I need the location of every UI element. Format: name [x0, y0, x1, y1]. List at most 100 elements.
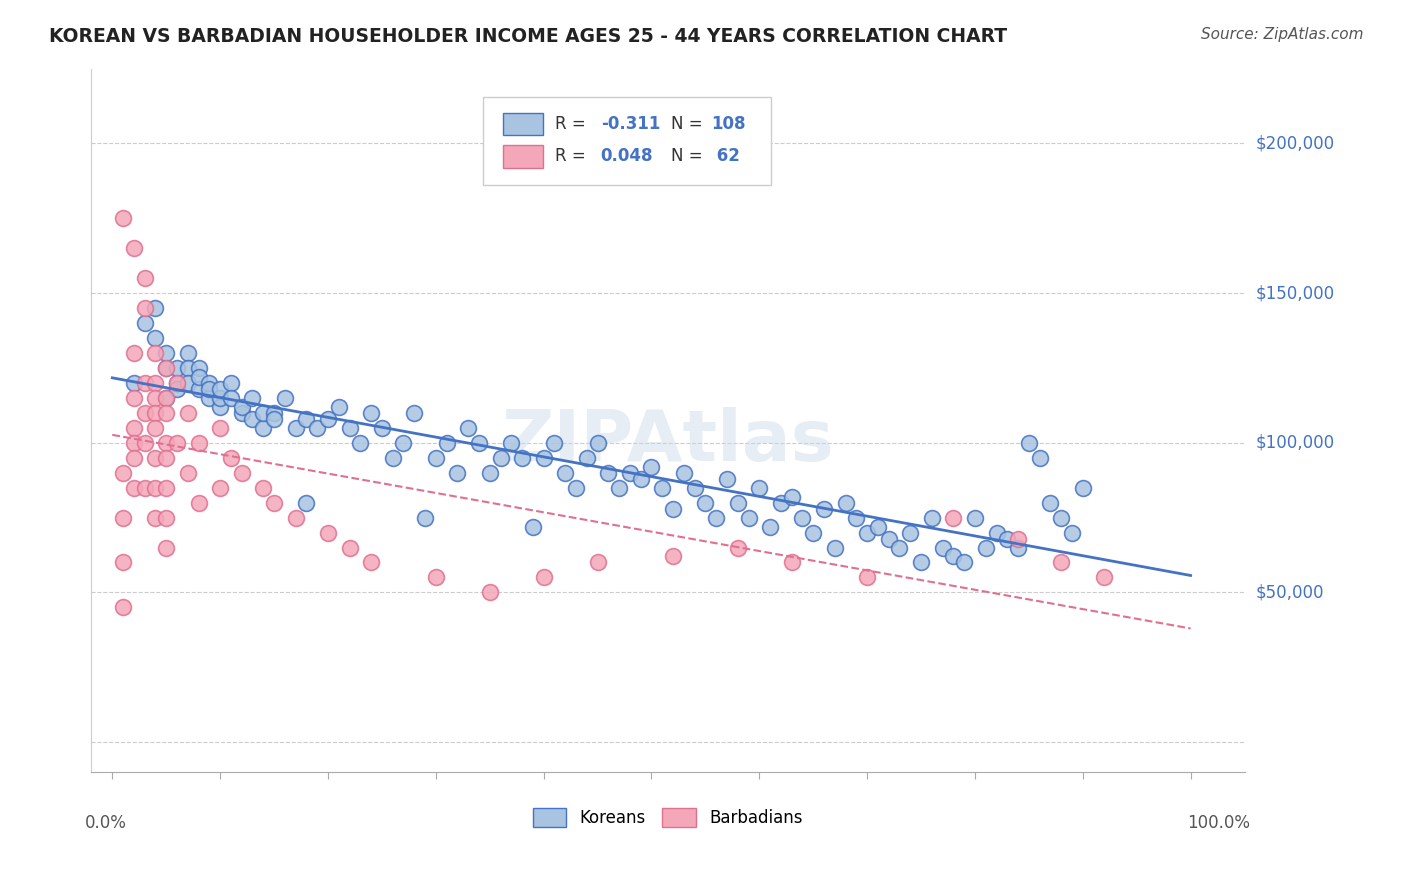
Point: [748, 481, 770, 495]
Point: [166, 435, 188, 450]
Point: [145, 421, 167, 435]
Point: [112, 600, 135, 615]
Point: [425, 570, 447, 584]
Point: [339, 421, 361, 435]
Text: $100,000: $100,000: [1256, 434, 1334, 451]
Point: [134, 406, 156, 420]
Point: [792, 510, 814, 524]
Point: [695, 495, 717, 509]
Point: [145, 510, 167, 524]
Point: [274, 391, 297, 405]
Point: [112, 211, 135, 226]
Text: ZIPAtlas: ZIPAtlas: [502, 407, 834, 476]
Point: [995, 532, 1018, 546]
Point: [166, 376, 188, 390]
Point: [813, 501, 835, 516]
Point: [381, 450, 404, 465]
Point: [122, 450, 145, 465]
Point: [187, 382, 209, 396]
Point: [177, 360, 200, 375]
Point: [166, 382, 188, 396]
Point: [263, 406, 285, 420]
Point: [953, 556, 976, 570]
Point: [122, 435, 145, 450]
Point: [1028, 450, 1050, 465]
Point: [801, 525, 824, 540]
Point: [478, 585, 501, 599]
Legend: Koreans, Barbadians: Koreans, Barbadians: [526, 802, 810, 834]
Point: [284, 510, 307, 524]
Point: [209, 421, 232, 435]
Point: [155, 360, 177, 375]
Point: [145, 450, 167, 465]
Point: [607, 481, 630, 495]
Point: [640, 459, 662, 474]
Point: [986, 525, 1008, 540]
Point: [187, 495, 209, 509]
Text: R =: R =: [554, 115, 591, 133]
Point: [575, 450, 598, 465]
Point: [510, 450, 533, 465]
Point: [543, 435, 565, 450]
Point: [501, 435, 523, 450]
Text: N =: N =: [671, 147, 709, 165]
Point: [824, 541, 846, 555]
Point: [177, 406, 200, 420]
Point: [1092, 570, 1115, 584]
Point: [1018, 435, 1040, 450]
Point: [145, 481, 167, 495]
Point: [404, 406, 426, 420]
Point: [155, 481, 177, 495]
Point: [737, 510, 759, 524]
Point: [134, 271, 156, 285]
Point: [155, 360, 177, 375]
Point: [780, 490, 803, 504]
Point: [683, 481, 706, 495]
Text: Source: ZipAtlas.com: Source: ZipAtlas.com: [1201, 27, 1364, 42]
Text: 100.0%: 100.0%: [1187, 814, 1250, 832]
Point: [122, 346, 145, 360]
Point: [231, 466, 253, 480]
Point: [963, 510, 986, 524]
Point: [145, 406, 167, 420]
Point: [145, 301, 167, 315]
Text: KOREAN VS BARBADIAN HOUSEHOLDER INCOME AGES 25 - 44 YEARS CORRELATION CHART: KOREAN VS BARBADIAN HOUSEHOLDER INCOME A…: [49, 27, 1007, 45]
Point: [360, 556, 382, 570]
Point: [155, 391, 177, 405]
Point: [360, 406, 382, 420]
Bar: [503, 145, 543, 168]
Point: [522, 519, 544, 533]
Text: $200,000: $200,000: [1256, 135, 1334, 153]
Point: [371, 421, 394, 435]
Point: [231, 400, 253, 414]
Point: [328, 400, 350, 414]
Point: [1007, 532, 1029, 546]
Point: [457, 421, 479, 435]
Point: [662, 549, 685, 564]
Point: [769, 495, 792, 509]
Point: [145, 376, 167, 390]
Point: [177, 376, 200, 390]
Point: [780, 556, 803, 570]
Bar: [503, 113, 543, 136]
Point: [1060, 525, 1083, 540]
Point: [974, 541, 997, 555]
Point: [198, 376, 221, 390]
Text: $50,000: $50,000: [1256, 583, 1324, 601]
Point: [630, 472, 652, 486]
Point: [112, 510, 135, 524]
Point: [252, 481, 274, 495]
Point: [1039, 495, 1062, 509]
Point: [866, 519, 889, 533]
Point: [209, 391, 232, 405]
Point: [145, 391, 167, 405]
Point: [219, 376, 242, 390]
Text: 0.0%: 0.0%: [84, 814, 127, 832]
Point: [134, 481, 156, 495]
Point: [198, 382, 221, 396]
Point: [413, 510, 436, 524]
Point: [759, 519, 782, 533]
Point: [662, 501, 685, 516]
Point: [155, 435, 177, 450]
Point: [446, 466, 468, 480]
